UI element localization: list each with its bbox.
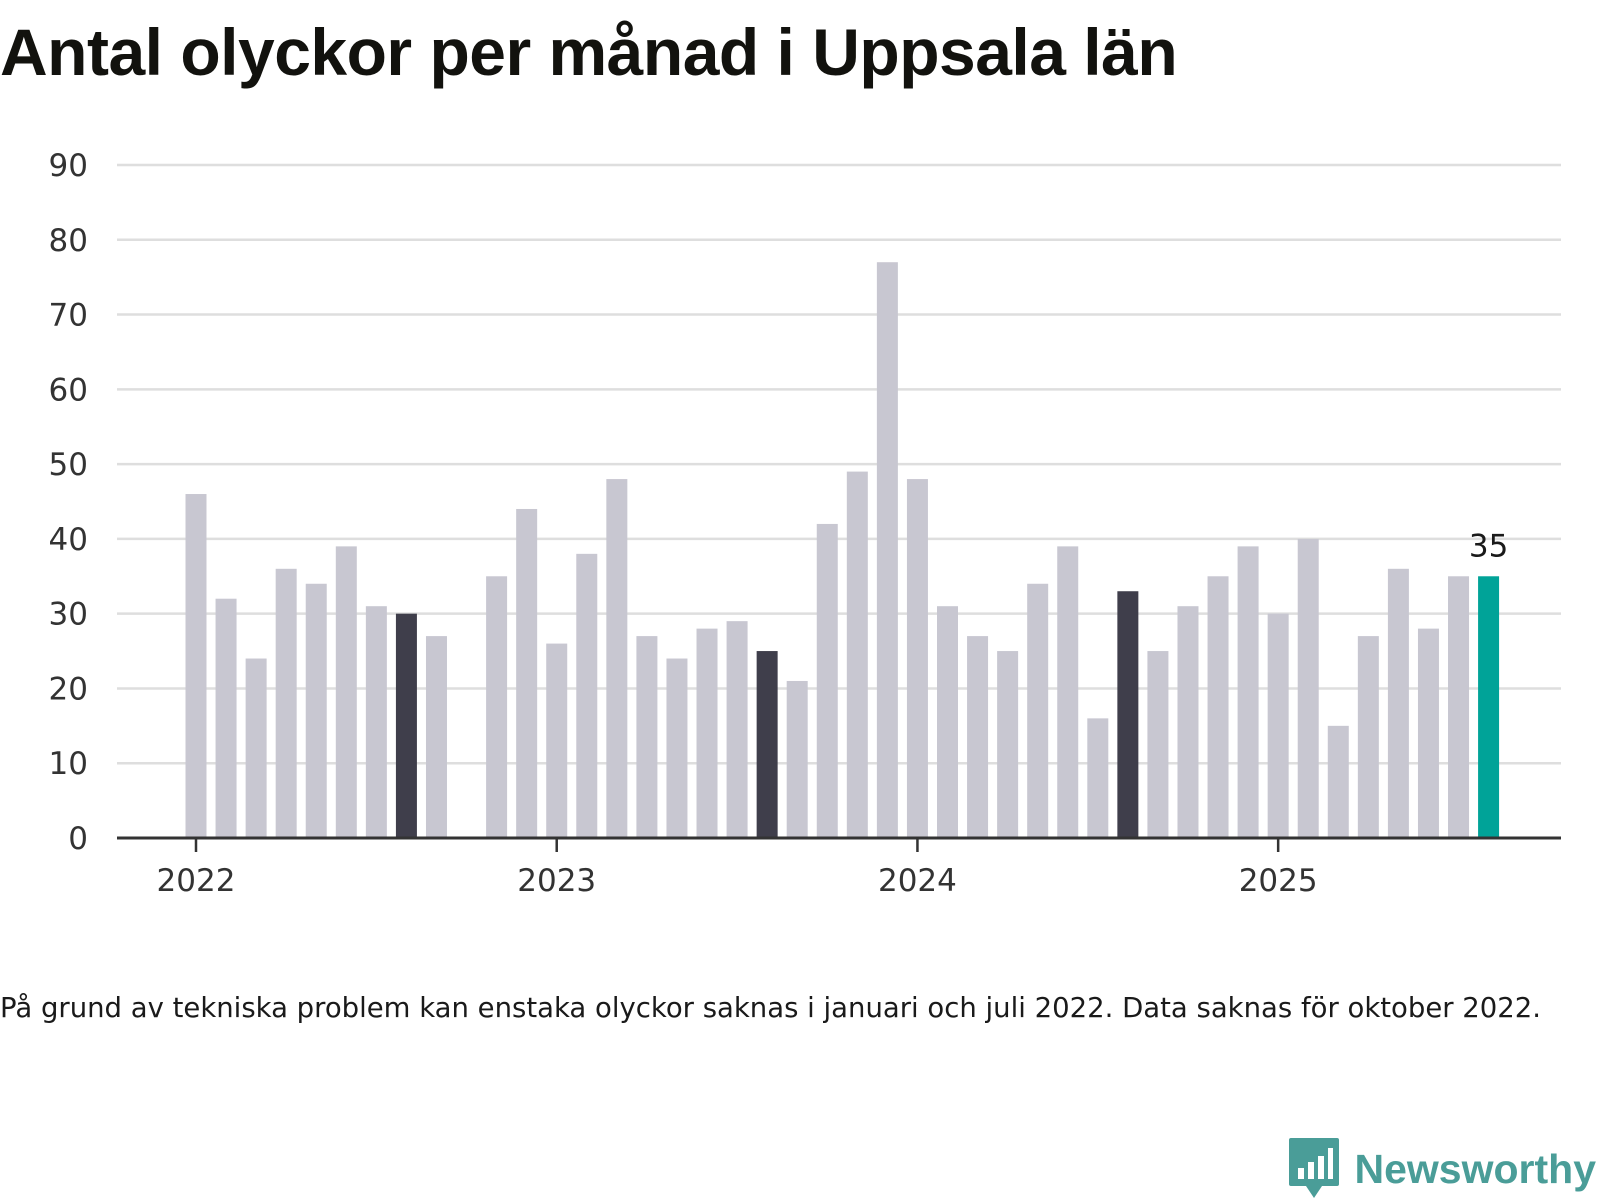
brand-logo[interactable]: Newsworthy <box>1288 1138 1597 1200</box>
bar <box>696 628 718 838</box>
bar <box>967 636 989 838</box>
bar <box>876 262 898 838</box>
y-tick-label: 70 <box>49 298 88 334</box>
x-tick-label: 2025 <box>1239 863 1318 899</box>
bar <box>516 508 538 838</box>
bar <box>1448 576 1470 838</box>
bar-chart: 0 10 20 30 40 50 60 70 80 90 2022 2023 2024 2025 35 <box>49 148 1561 899</box>
bar-latest <box>1478 576 1500 838</box>
bar <box>576 553 598 838</box>
bar <box>816 523 838 838</box>
newsworthy-logo-icon <box>1288 1138 1339 1198</box>
bar <box>245 658 267 838</box>
bar <box>1297 538 1319 838</box>
y-tick-label: 60 <box>49 372 88 408</box>
y-tick-label: 50 <box>49 447 88 483</box>
bar <box>666 658 688 838</box>
gridlines <box>117 163 1561 765</box>
bar <box>365 606 387 838</box>
bar <box>185 494 207 838</box>
bar <box>1267 613 1289 838</box>
bar <box>305 583 327 838</box>
footnote: På grund av tekniska problem kan enstaka… <box>0 992 1542 1024</box>
bar <box>1087 718 1109 838</box>
bar <box>1057 546 1079 838</box>
bar-highlight <box>1117 591 1139 838</box>
bar <box>486 576 508 838</box>
bar <box>546 643 568 838</box>
bar <box>1237 546 1259 838</box>
chart-title: Antal olyckor per månad i Uppsala län <box>0 15 1178 89</box>
bar <box>1177 606 1199 838</box>
bar <box>846 471 868 838</box>
x-axis-ticks: 2022 2023 2024 2025 <box>157 838 1318 899</box>
bar-value-labels: 35 <box>1469 528 1508 564</box>
x-tick-label: 2023 <box>517 863 596 899</box>
bar <box>425 636 447 838</box>
y-axis-tick-labels: 0 10 20 30 40 50 60 70 80 90 <box>49 148 88 857</box>
bar <box>1207 576 1229 838</box>
bar <box>215 598 237 838</box>
bar-highlight <box>395 613 417 838</box>
y-tick-label: 30 <box>49 597 88 633</box>
bars <box>185 262 1500 838</box>
latest-value-label: 35 <box>1469 528 1508 564</box>
bar-highlight <box>756 651 778 838</box>
bar <box>906 479 928 838</box>
bar <box>275 568 297 838</box>
bar <box>1147 651 1169 838</box>
bar <box>1417 628 1439 838</box>
bar <box>606 479 628 838</box>
y-tick-label: 90 <box>49 148 88 184</box>
x-tick-label: 2022 <box>157 863 236 899</box>
bar <box>335 546 357 838</box>
y-tick-label: 40 <box>49 522 88 558</box>
brand-name: Newsworthy <box>1354 1145 1597 1192</box>
y-tick-label: 80 <box>49 223 88 259</box>
bar <box>1357 636 1379 838</box>
y-tick-label: 0 <box>68 821 88 857</box>
y-tick-label: 10 <box>49 746 88 782</box>
bar <box>1327 725 1349 838</box>
bar <box>786 680 808 838</box>
bar <box>997 651 1019 838</box>
bar <box>1387 568 1409 838</box>
bar <box>1027 583 1049 838</box>
bar <box>726 621 748 838</box>
x-tick-label: 2024 <box>878 863 957 899</box>
y-tick-label: 20 <box>49 671 88 707</box>
bar <box>636 636 658 838</box>
bar <box>937 606 958 838</box>
